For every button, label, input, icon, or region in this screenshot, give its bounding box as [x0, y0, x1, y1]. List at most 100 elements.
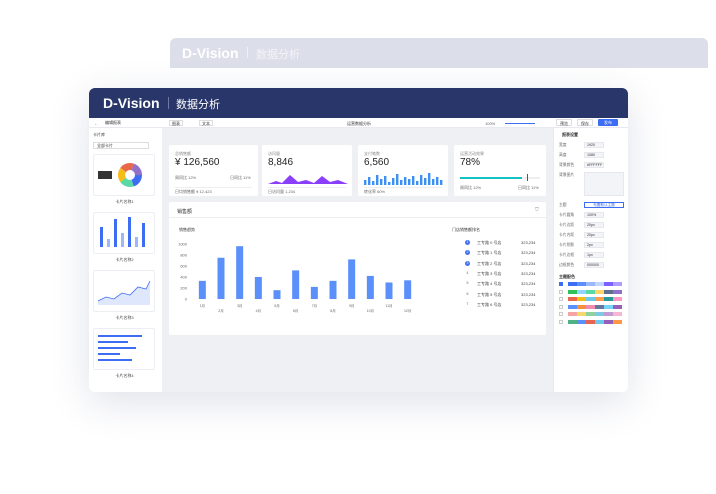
- sparkbar: [432, 179, 435, 185]
- field-input[interactable]: #FFFFFF: [584, 162, 604, 168]
- rank-badge: 6: [466, 291, 469, 296]
- field-input[interactable]: 20px: [584, 232, 604, 238]
- field-input[interactable]: 100%: [584, 212, 604, 218]
- palette-swatch[interactable]: [577, 282, 586, 286]
- palette-swatch[interactable]: [613, 297, 622, 301]
- sparkbar: [364, 180, 367, 185]
- palette-swatch[interactable]: [586, 319, 595, 324]
- palette-swatch[interactable]: [586, 304, 595, 309]
- palette-swatch[interactable]: [604, 304, 613, 309]
- panel-title: 报表设置: [562, 132, 578, 137]
- field-input[interactable]: [584, 172, 624, 196]
- store-name: 工专路 3 号店: [477, 270, 502, 276]
- sparkbar: [384, 176, 387, 185]
- palette-swatch[interactable]: [613, 282, 622, 286]
- palette-radio[interactable]: [559, 312, 563, 316]
- palette-radio[interactable]: [559, 297, 563, 301]
- target-mark: [527, 174, 529, 181]
- field-label: 卡片内距: [559, 233, 575, 237]
- kpi-card: 运营活动效果 78% 周同比 12% 日同比 11%: [454, 145, 546, 196]
- palette-swatch[interactable]: [604, 319, 613, 324]
- palette-swatch[interactable]: [613, 312, 622, 316]
- thumb-hbar: [98, 341, 128, 343]
- kpi-value: ¥ 126,560: [175, 157, 220, 168]
- palette-swatch[interactable]: [568, 282, 577, 286]
- palette-swatch[interactable]: [613, 319, 622, 324]
- publish-button[interactable]: 发布: [598, 119, 618, 126]
- field-input[interactable]: 1920: [584, 142, 604, 148]
- progress-track: [460, 177, 540, 179]
- field-input[interactable]: 1080: [584, 152, 604, 158]
- library-label: 卡片库: [93, 132, 105, 137]
- palette-swatch[interactable]: [586, 282, 595, 286]
- y-tick-label: 800: [180, 253, 187, 258]
- palette-swatch[interactable]: [595, 297, 604, 301]
- palette-swatch[interactable]: [595, 312, 604, 316]
- palette-swatch[interactable]: [577, 312, 586, 316]
- palette-swatch[interactable]: [604, 312, 613, 316]
- kpi-label: 运营活动效果: [460, 151, 484, 156]
- y-tick-label: 200: [180, 286, 187, 291]
- sparkline-area: [268, 175, 348, 184]
- save-button[interactable]: 保存: [577, 119, 593, 126]
- x-tick-label: 10月: [367, 308, 374, 313]
- card-thumbnail[interactable]: [93, 328, 155, 370]
- rank-badge: 2: [465, 250, 470, 256]
- sparkbar: [412, 176, 415, 185]
- palette-swatch[interactable]: [586, 312, 595, 316]
- palette-swatch[interactable]: [586, 297, 595, 301]
- palette-swatch[interactable]: [595, 282, 604, 286]
- text-button[interactable]: 文本: [199, 120, 213, 126]
- report-name: 运营数据分析: [347, 121, 371, 126]
- store-sales: 323,234: [521, 291, 536, 297]
- field-label: 卡片圆角: [559, 213, 575, 217]
- palette-swatch[interactable]: [577, 319, 586, 324]
- palette-swatch[interactable]: [604, 282, 613, 286]
- field-input[interactable]: 1px: [584, 252, 604, 258]
- field-input[interactable]: 20px: [584, 222, 604, 228]
- card-filter[interactable]: 全部卡片: [93, 142, 149, 149]
- sales-panel: 销售额 ⛉ 销售趋势 门店销售额排名 0 200 400 600 800 1000 1月 2月 3月 4月…: [169, 202, 546, 335]
- chart-button[interactable]: 图表: [169, 120, 183, 126]
- palette-swatch[interactable]: [568, 289, 577, 294]
- palette-swatch[interactable]: [595, 289, 604, 294]
- filter-icon[interactable]: ⛉: [535, 207, 539, 213]
- palette-swatch[interactable]: [568, 319, 577, 324]
- card-thumbnail[interactable]: [93, 212, 155, 254]
- palette-radio[interactable]: [559, 304, 563, 309]
- card-thumbnail[interactable]: [93, 154, 155, 196]
- card-caption: 卡片名称4: [115, 373, 134, 378]
- palette-radio[interactable]: [559, 319, 563, 324]
- palette-swatch[interactable]: [613, 304, 622, 309]
- palette-swatch[interactable]: [568, 312, 577, 316]
- rank-badge: 1: [465, 240, 470, 245]
- thumb-bar: [107, 239, 110, 247]
- palette-swatch[interactable]: [586, 289, 595, 294]
- back-arrow[interactable]: ←: [94, 121, 98, 126]
- bar: [292, 270, 300, 299]
- palette-swatch[interactable]: [604, 289, 613, 294]
- brand: D-Vision: [103, 95, 160, 111]
- palette-swatch[interactable]: [568, 304, 577, 309]
- field-input[interactable]: 000000: [584, 262, 604, 268]
- preview-button[interactable]: 预览: [556, 119, 572, 126]
- palette-swatch[interactable]: [613, 289, 622, 294]
- palette-swatch[interactable]: [577, 289, 586, 294]
- field-input[interactable]: 2px: [584, 242, 604, 248]
- field-label: 宽度: [559, 143, 567, 147]
- palette-swatch[interactable]: [577, 297, 586, 301]
- palette-swatch[interactable]: [568, 297, 577, 301]
- field-label: 卡片边距: [559, 223, 575, 227]
- palette-swatch[interactable]: [577, 304, 586, 309]
- theme-button[interactable]: 布置默认主题: [584, 202, 624, 208]
- palette-swatch[interactable]: [595, 304, 604, 309]
- kpi-label: 访问量: [268, 151, 280, 156]
- palette-swatch[interactable]: [595, 319, 604, 324]
- x-tick-label: 12月: [404, 308, 411, 313]
- palette-radio[interactable]: [559, 282, 563, 286]
- palette-radio[interactable]: [559, 289, 563, 294]
- thumbnail-art: [97, 280, 151, 305]
- palette-swatch[interactable]: [604, 297, 613, 301]
- zoom-slider[interactable]: [505, 123, 535, 124]
- card-thumbnail[interactable]: [93, 270, 155, 312]
